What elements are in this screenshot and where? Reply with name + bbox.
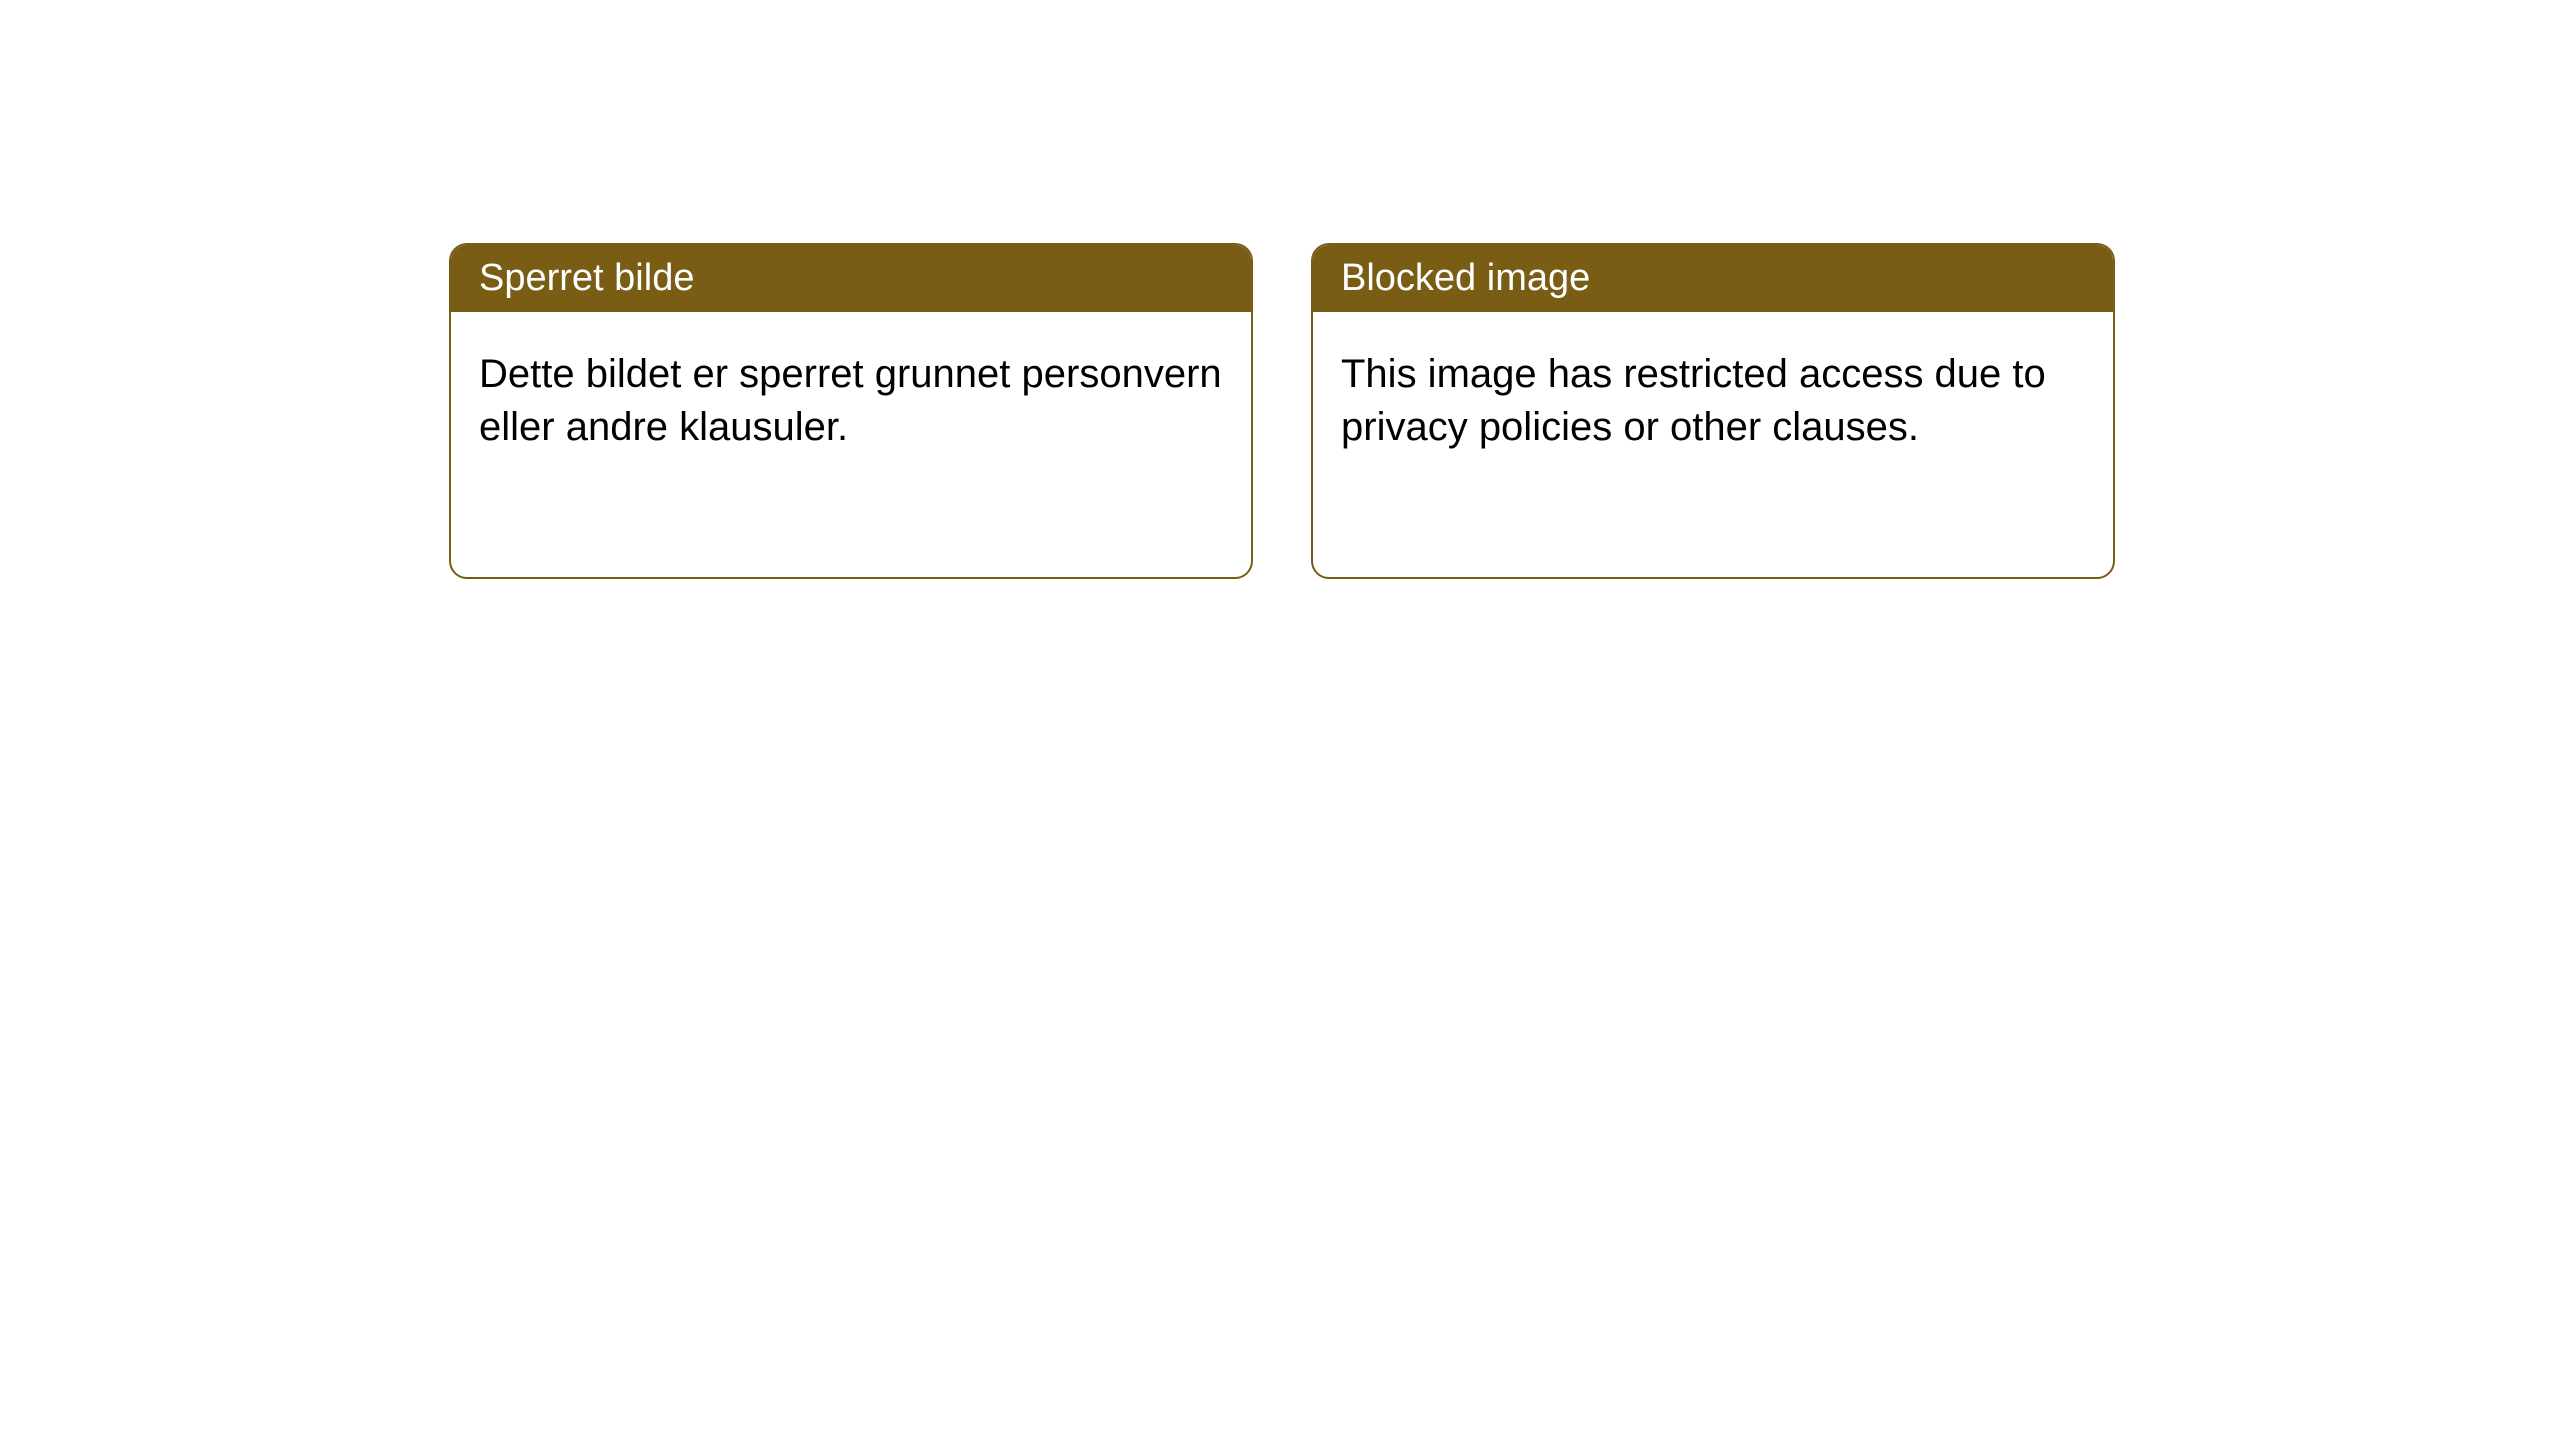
card-body: Dette bildet er sperret grunnet personve… <box>451 312 1251 490</box>
notice-card-english: Blocked image This image has restricted … <box>1311 243 2115 579</box>
notice-card-norwegian: Sperret bilde Dette bildet er sperret gr… <box>449 243 1253 579</box>
notice-cards-container: Sperret bilde Dette bildet er sperret gr… <box>449 243 2115 579</box>
card-header: Blocked image <box>1313 245 2113 312</box>
card-body: This image has restricted access due to … <box>1313 312 2113 490</box>
card-header: Sperret bilde <box>451 245 1251 312</box>
